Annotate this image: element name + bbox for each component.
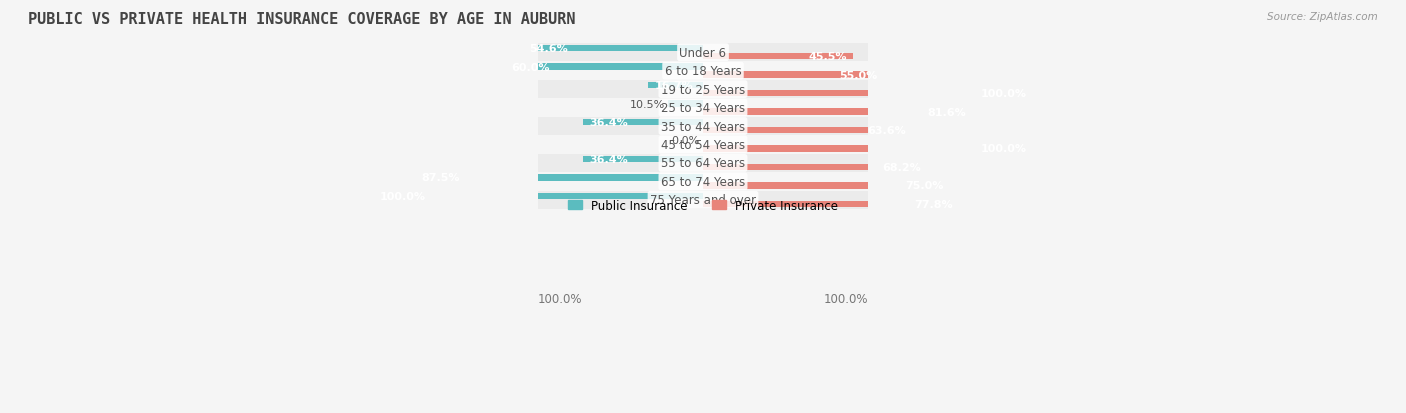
Text: 75 Years and over: 75 Years and over — [650, 194, 756, 207]
Bar — [538, 136, 868, 154]
Text: 6 to 18 Years: 6 to 18 Years — [665, 65, 741, 78]
Bar — [668, 101, 703, 107]
Bar — [703, 183, 950, 189]
Bar — [415, 175, 703, 181]
Bar — [703, 54, 853, 60]
Bar — [703, 128, 912, 134]
Bar — [583, 119, 703, 126]
Bar — [538, 118, 868, 136]
Bar — [523, 46, 703, 52]
Bar — [538, 173, 868, 191]
Text: 63.6%: 63.6% — [868, 126, 907, 135]
Text: 65 to 74 Years: 65 to 74 Years — [661, 176, 745, 188]
Text: 25 to 34 Years: 25 to 34 Years — [661, 102, 745, 115]
Text: 55.0%: 55.0% — [839, 71, 877, 81]
Bar — [703, 90, 1033, 97]
Text: 75.0%: 75.0% — [905, 181, 943, 191]
Text: 36.4%: 36.4% — [589, 154, 628, 164]
Text: 77.8%: 77.8% — [914, 199, 953, 209]
Bar — [373, 193, 703, 199]
Bar — [648, 83, 703, 89]
Text: 35 to 44 Years: 35 to 44 Years — [661, 120, 745, 133]
Text: 100.0%: 100.0% — [980, 144, 1026, 154]
Text: 19 to 25 Years: 19 to 25 Years — [661, 83, 745, 96]
Text: 55 to 64 Years: 55 to 64 Years — [661, 157, 745, 170]
Bar — [583, 157, 703, 163]
Text: PUBLIC VS PRIVATE HEALTH INSURANCE COVERAGE BY AGE IN AUBURN: PUBLIC VS PRIVATE HEALTH INSURANCE COVER… — [28, 12, 575, 27]
Text: 36.4%: 36.4% — [589, 118, 628, 128]
Text: Under 6: Under 6 — [679, 47, 727, 59]
Text: 68.2%: 68.2% — [883, 162, 921, 173]
Text: 100.0%: 100.0% — [380, 191, 426, 202]
Bar — [538, 81, 868, 99]
Bar — [703, 164, 928, 171]
Text: 54.6%: 54.6% — [530, 44, 568, 54]
Text: Source: ZipAtlas.com: Source: ZipAtlas.com — [1267, 12, 1378, 22]
Text: 87.5%: 87.5% — [420, 173, 460, 183]
Bar — [538, 62, 868, 81]
Bar — [703, 201, 960, 207]
Bar — [703, 72, 884, 78]
Text: 100.0%: 100.0% — [980, 89, 1026, 99]
Text: 45 to 54 Years: 45 to 54 Years — [661, 139, 745, 152]
Text: 100.0%: 100.0% — [538, 292, 582, 305]
Text: 10.5%: 10.5% — [630, 100, 665, 109]
Text: 60.0%: 60.0% — [512, 62, 550, 73]
Text: 81.6%: 81.6% — [927, 107, 966, 117]
Bar — [538, 191, 868, 209]
Text: 45.5%: 45.5% — [808, 52, 846, 62]
Bar — [505, 64, 703, 71]
Legend: Public Insurance, Private Insurance: Public Insurance, Private Insurance — [564, 195, 842, 217]
Text: 16.7%: 16.7% — [655, 81, 693, 91]
Bar — [538, 154, 868, 173]
Bar — [703, 109, 972, 116]
Bar — [703, 146, 1033, 152]
Text: 100.0%: 100.0% — [824, 292, 868, 305]
Bar — [538, 44, 868, 62]
Text: 0.0%: 0.0% — [672, 136, 700, 146]
Bar — [538, 99, 868, 118]
